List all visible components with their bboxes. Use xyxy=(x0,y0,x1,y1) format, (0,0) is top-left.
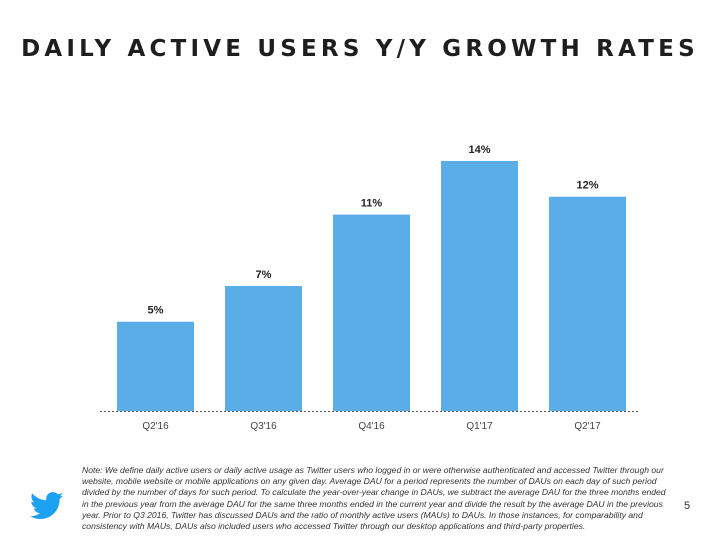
footnote: Note: We define daily active users or da… xyxy=(82,465,666,532)
x-tick-label-2: Q4'16 xyxy=(358,421,385,432)
twitter-bird-icon xyxy=(30,492,64,520)
x-tick-label-3: Q1'17 xyxy=(466,421,493,432)
value-label-2: 11% xyxy=(361,198,383,210)
value-label-1: 7% xyxy=(256,269,272,281)
value-label-0: 5% xyxy=(148,305,164,317)
chart-title: DAILY ACTIVE USERS Y/Y GROWTH RATES xyxy=(21,36,699,62)
bar-4 xyxy=(549,196,626,411)
x-tick-label-4: Q2'17 xyxy=(574,421,601,432)
value-label-4: 12% xyxy=(576,180,598,192)
bar-3 xyxy=(441,161,518,411)
x-tick-label-0: Q2'16 xyxy=(142,421,169,432)
value-label-3: 14% xyxy=(468,144,490,156)
page-number: 5 xyxy=(684,500,691,512)
bar-0 xyxy=(117,321,194,411)
bar-2 xyxy=(333,214,410,411)
x-tick-label-1: Q3'16 xyxy=(250,421,277,432)
bar-1 xyxy=(225,286,302,411)
bar-chart: 5% Q2'16 7% Q3'16 11% Q4'16 14% Q1'17 12% Q2'17 xyxy=(100,144,640,432)
